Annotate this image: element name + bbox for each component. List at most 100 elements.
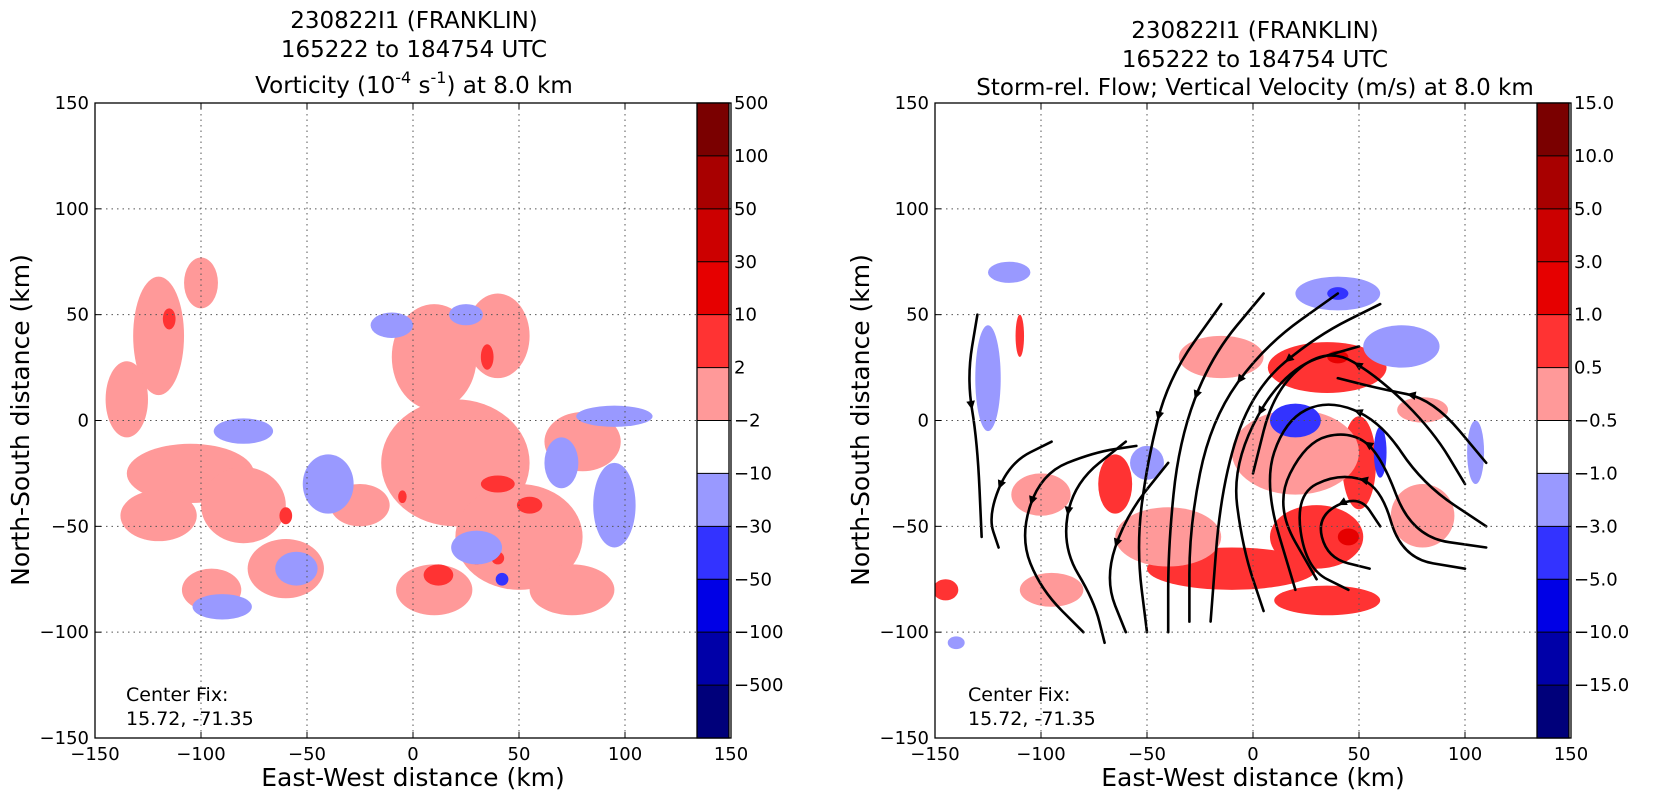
y-tick-label: 0 [918,411,929,432]
streamline-arrow [1193,389,1202,400]
streamline-arrow [1359,476,1369,486]
field-blob [391,304,477,410]
colorbar-frame [1536,102,1570,739]
field-blob [192,594,252,620]
colorbar-segment [1537,632,1569,686]
field-blob [593,462,636,548]
x-tick-label: −50 [1128,744,1166,765]
colorbar-segment [1537,420,1569,474]
y-tick-label: 0 [78,411,89,432]
colorbar-label: −15.0 [1574,675,1629,696]
colorbar-segment [697,314,729,368]
y-tick-label: −150 [40,728,89,749]
colorbar-segment [1537,367,1569,421]
right-annotation-line1: Center Fix: [968,684,1070,706]
field-blob [302,454,354,514]
field-blob [1363,325,1440,368]
colorbar-label: −10 [734,463,772,484]
streamline [1234,345,1361,613]
colorbar-label: −100 [734,622,783,643]
x-tick-label: 100 [1448,744,1482,765]
x-tick-label: −50 [288,744,326,765]
field-blob [576,405,653,427]
right-title-line2: 165222 to 184754 UTC [1122,47,1388,73]
field-blob [975,325,1001,432]
field-blob [162,308,176,330]
field-blob [1098,454,1133,514]
colorbar-label: −1.0 [1574,463,1618,484]
x-tick-label: 100 [608,744,642,765]
streamline [1268,403,1488,592]
field-blob [495,572,509,586]
field-blob [1267,342,1387,393]
streamline-arrow [997,479,1006,490]
field-blob [529,564,615,616]
field-blob [184,257,218,309]
x-tick-label: 0 [1247,744,1258,765]
x-tick-label: 150 [1554,744,1588,765]
colorbar-segment [1537,208,1569,262]
colorbar-label: 2 [734,358,745,379]
left-title-line1: 230822I1 (FRANKLIN) [290,8,538,34]
colorbar-segment [697,261,729,315]
streamline [990,440,1053,549]
field-blob [988,261,1031,283]
colorbar-segment [697,420,729,474]
field-blob [1115,507,1222,567]
field-blob [1269,403,1321,438]
field-blob [480,344,494,370]
colorbar-segment [697,103,729,156]
field-blob [1274,585,1381,616]
colorbar-label: 100 [734,146,768,167]
x-tick-label: 50 [1348,744,1371,765]
streamline [1188,292,1340,623]
field-blob [1269,505,1364,569]
left-title-sup2: -1 [431,68,447,87]
colorbar-segment [1537,314,1569,368]
field-blob [201,467,286,544]
x-tick-label: −150 [70,744,119,765]
right-panel: 230822I1 (FRANKLIN) 165222 to 184754 UTC… [846,18,1629,792]
left-y-axis-label: North-South distance (km) [6,254,35,586]
streamline [1108,461,1170,634]
left-colorbar: 500 100 50 30 10 2 −2 −10 −30 −50 −100 −500 [696,93,783,739]
field-blob [449,304,483,326]
field-blob [480,475,515,493]
streamline-arrow [1364,441,1375,451]
streamline [1251,354,1467,486]
x-tick-label: 0 [407,744,418,765]
colorbar-segment [1537,473,1569,527]
left-title-mid: s [411,73,430,99]
y-tick-label: −150 [880,728,929,749]
right-title-line1: 230822I1 (FRANKLIN) [1131,18,1379,44]
left-annotation-line1: Center Fix: [126,684,228,706]
field-blob [1337,528,1359,546]
y-tick-label: −100 [880,622,929,643]
right-grid [935,103,1571,738]
field-blob [370,312,413,338]
streamline [1209,302,1382,623]
y-tick-label: 50 [66,305,89,326]
colorbar-label: 0.5 [1574,358,1603,379]
field-blob [120,490,197,542]
streamline [1298,475,1467,592]
streamline-arrow [1406,391,1417,401]
colorbar-label: 500 [734,93,768,114]
field-blob [133,276,185,396]
colorbar-label: 5.0 [1574,199,1603,220]
left-x-axis-label: East-West distance (km) [261,763,565,792]
field-blob [105,361,148,438]
left-title-line2: 165222 to 184754 UTC [281,37,547,63]
y-tick-label: 100 [55,199,89,220]
streamline-arrow [1064,506,1074,516]
field-blob [279,507,293,525]
field-blob [947,636,965,650]
right-streamlines [966,292,1488,645]
x-tick-label: 150 [714,744,748,765]
field-blob [1390,484,1455,548]
field-blob [1178,335,1264,379]
y-tick-label: −50 [51,516,89,537]
streamline [1319,499,1382,570]
colorbar-segment [1537,261,1569,315]
